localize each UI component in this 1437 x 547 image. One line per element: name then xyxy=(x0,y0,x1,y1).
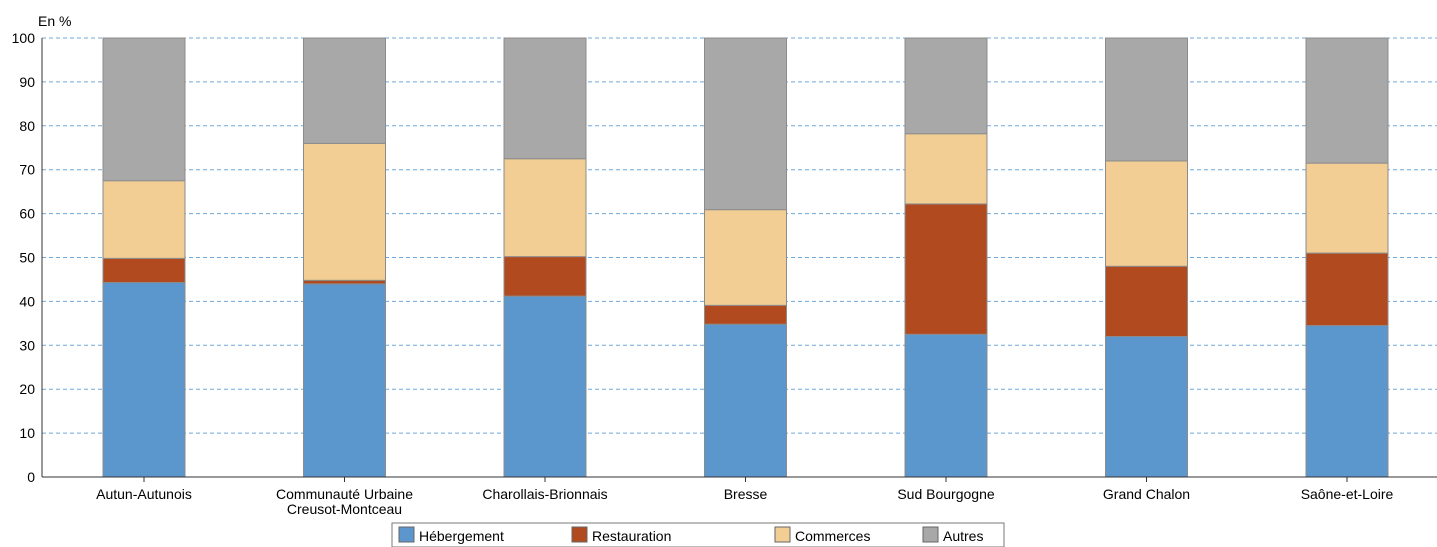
bar-segment xyxy=(704,37,787,211)
bar-segment xyxy=(904,203,988,335)
y-tick-label: 30 xyxy=(19,337,35,353)
y-tick-labels: 0 10 20 30 40 50 60 70 80 90 100 xyxy=(12,30,36,485)
bar-segment xyxy=(904,133,988,205)
y-tick-label: 0 xyxy=(27,469,35,485)
bar-segment xyxy=(704,209,787,306)
bar-segment xyxy=(1105,37,1188,162)
y-tick-label: 10 xyxy=(19,425,35,441)
x-category-label: Bresse xyxy=(724,486,768,502)
legend-entry: Hébergement xyxy=(419,528,504,544)
bar-segment xyxy=(1305,252,1389,327)
y-tick-label: 50 xyxy=(19,250,35,266)
bar-segment xyxy=(102,282,186,478)
bar-segment xyxy=(503,295,587,478)
bar-segment xyxy=(1305,162,1389,254)
bars xyxy=(102,37,1389,478)
bar-segment xyxy=(1305,325,1389,478)
y-axis-unit-label: En % xyxy=(38,13,71,29)
x-category-label: Grand Chalon xyxy=(1103,486,1190,502)
legend-entry: Commerces xyxy=(795,528,870,544)
bar-segment xyxy=(102,180,186,259)
bar-segment xyxy=(1105,160,1188,267)
legend-box xyxy=(391,522,1005,547)
bar-segment xyxy=(1305,37,1389,164)
y-tick-label: 90 xyxy=(19,74,35,90)
legend: Hébergement Restauration Commerces Autres xyxy=(391,522,1005,547)
y-tick-label: 70 xyxy=(19,162,35,178)
axes xyxy=(41,38,1437,482)
bar-segment xyxy=(904,333,988,478)
bar-segment xyxy=(303,283,386,478)
legend-entry: Autres xyxy=(943,528,983,544)
legend-swatch xyxy=(922,526,939,543)
bar-segment xyxy=(503,158,587,258)
bar-segment xyxy=(904,37,988,135)
legend-swatch xyxy=(774,526,791,543)
x-category-label: Communauté Urbaine Creusot-Montceau xyxy=(276,486,413,517)
x-category-label: Saône-et-Loire xyxy=(1301,486,1394,502)
legend-swatch xyxy=(398,526,415,543)
bar-segment xyxy=(503,256,587,297)
legend-entry: Restauration xyxy=(592,528,671,544)
bar-segment xyxy=(704,323,787,478)
bar-segment xyxy=(303,37,386,144)
x-category-labels: Autun-Autunois Communauté Urbaine Creusot-… xyxy=(96,486,1393,517)
y-tick-label: 60 xyxy=(19,206,35,222)
y-tick-label: 80 xyxy=(19,118,35,134)
bar-segment xyxy=(503,37,587,160)
bar-segment xyxy=(704,304,787,325)
y-tick-label: 40 xyxy=(19,293,35,309)
bar-segment xyxy=(1105,336,1188,478)
x-category-label: Charollais-Brionnais xyxy=(482,486,607,502)
gridlines xyxy=(42,37,1437,434)
legend-swatch xyxy=(571,526,588,543)
bar-segment xyxy=(1105,265,1188,338)
x-category-label: Sud Bourgogne xyxy=(897,486,995,502)
bar-segment xyxy=(102,37,186,182)
x-category-label: Autun-Autunois xyxy=(96,486,192,502)
bar-segment xyxy=(102,257,186,284)
bar-segment xyxy=(303,279,386,285)
bar-segment xyxy=(303,142,386,281)
y-tick-label: 100 xyxy=(12,30,36,46)
y-tick-label: 20 xyxy=(19,381,35,397)
